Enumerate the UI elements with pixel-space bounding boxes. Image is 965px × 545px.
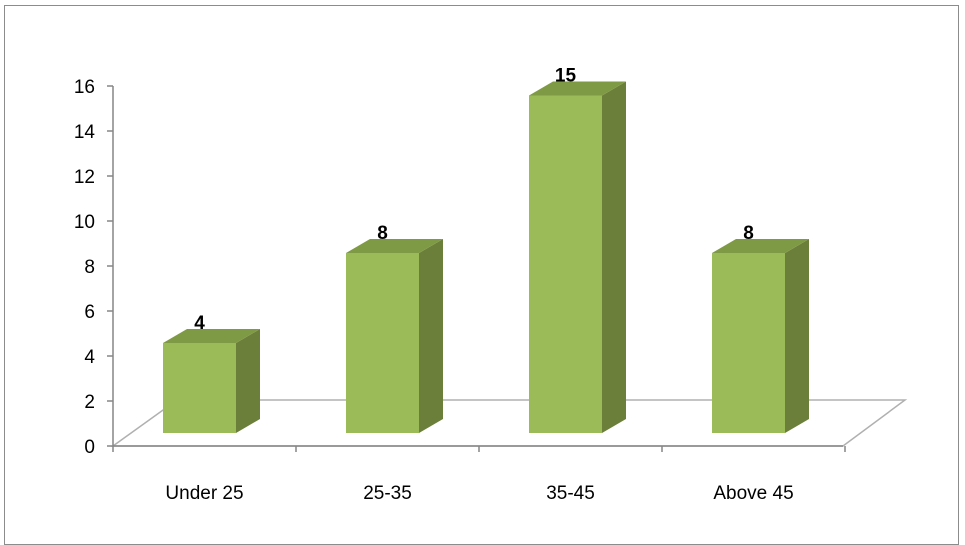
bar-group bbox=[529, 81, 626, 433]
y-tick-label: 0 bbox=[84, 437, 95, 458]
x-tick-label: Above 45 bbox=[713, 483, 793, 504]
x-tick-label: Under 25 bbox=[165, 483, 243, 504]
data-label: 4 bbox=[194, 313, 205, 334]
bar-top bbox=[163, 329, 260, 343]
bar-side bbox=[419, 239, 443, 433]
data-label: 15 bbox=[555, 66, 577, 87]
y-tick-label: 4 bbox=[84, 347, 95, 368]
bar-side bbox=[602, 81, 626, 433]
bar-side bbox=[785, 239, 809, 433]
x-tick-label: 35-45 bbox=[546, 483, 595, 504]
bar-group bbox=[163, 329, 260, 433]
y-axis: 0 2 4 6 8 10 12 14 16 bbox=[74, 77, 846, 458]
bar bbox=[163, 343, 236, 433]
bar-group bbox=[712, 239, 809, 433]
bar-top bbox=[529, 81, 626, 96]
bar bbox=[529, 95, 602, 433]
bars bbox=[163, 81, 809, 433]
bar bbox=[712, 253, 785, 433]
data-label: 8 bbox=[377, 223, 388, 244]
y-tick-label: 14 bbox=[74, 122, 96, 143]
y-tick-label: 8 bbox=[84, 257, 95, 278]
x-tick-label: 25-35 bbox=[363, 483, 412, 504]
labels: 4 Under 25 8 25-35 15 35-45 8 Above 45 bbox=[165, 66, 793, 505]
y-tick-label: 2 bbox=[84, 392, 95, 413]
y-tick-label: 16 bbox=[74, 77, 95, 98]
y-tick-label: 6 bbox=[84, 302, 95, 323]
bar-top bbox=[712, 239, 809, 253]
bar-group bbox=[346, 239, 443, 433]
y-tick-label: 10 bbox=[74, 212, 95, 233]
data-label: 8 bbox=[743, 223, 754, 244]
bar-side bbox=[236, 329, 260, 433]
y-tick-label: 12 bbox=[74, 167, 95, 188]
bar-top bbox=[346, 239, 443, 253]
bar bbox=[346, 253, 419, 433]
